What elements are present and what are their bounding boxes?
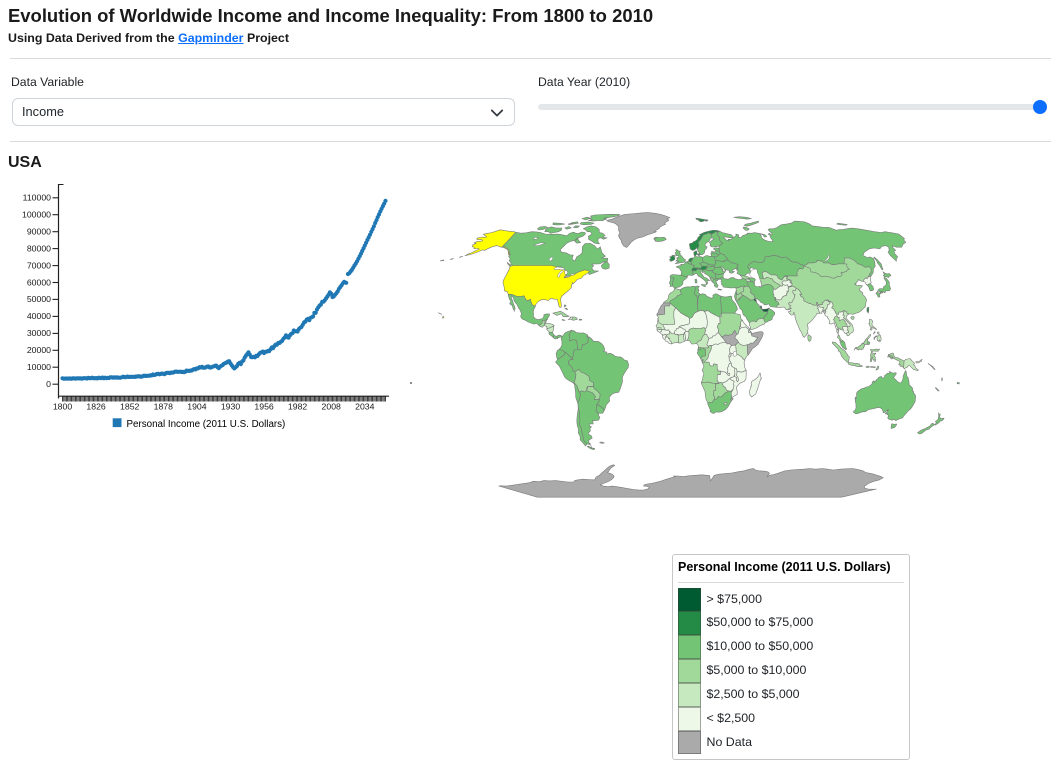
svg-text:1852: 1852 — [120, 402, 139, 412]
svg-text:2034: 2034 — [355, 402, 374, 412]
svg-text:1982: 1982 — [288, 402, 307, 412]
svg-text:1956: 1956 — [254, 402, 273, 412]
svg-text:10000: 10000 — [27, 362, 51, 372]
svg-text:100000: 100000 — [22, 210, 51, 220]
svg-text:80000: 80000 — [27, 243, 51, 253]
svg-text:90000: 90000 — [27, 227, 51, 237]
svg-text:1878: 1878 — [154, 402, 173, 412]
svg-text:2008: 2008 — [322, 402, 341, 412]
svg-text:1826: 1826 — [86, 402, 105, 412]
svg-text:1904: 1904 — [187, 402, 206, 412]
svg-text:1800: 1800 — [53, 402, 72, 412]
svg-text:40000: 40000 — [27, 311, 51, 321]
svg-text:0: 0 — [46, 379, 51, 389]
svg-text:1930: 1930 — [221, 402, 240, 412]
svg-text:70000: 70000 — [27, 260, 51, 270]
svg-text:20000: 20000 — [27, 345, 51, 355]
svg-text:110000: 110000 — [23, 193, 52, 203]
svg-text:60000: 60000 — [27, 277, 51, 287]
svg-text:30000: 30000 — [27, 328, 51, 338]
svg-text:Personal Income (2011 U.S. Dol: Personal Income (2011 U.S. Dollars) — [127, 419, 286, 430]
svg-text:50000: 50000 — [27, 294, 51, 304]
